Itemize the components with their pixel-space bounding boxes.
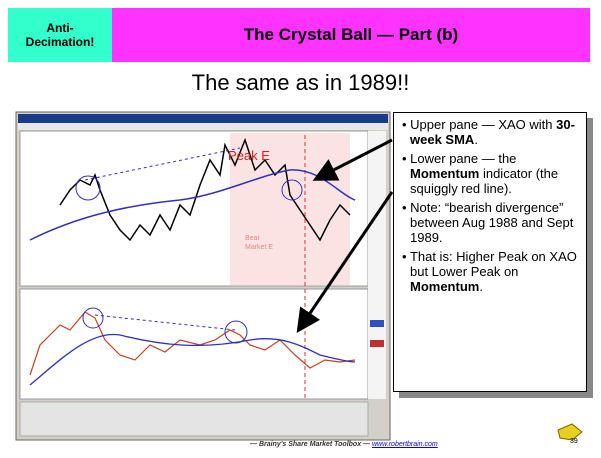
bear-label: Bear Market E (245, 235, 273, 251)
price-line (59, 137, 351, 242)
circle (75, 175, 101, 201)
footer: — Brainy's Share Market Toolbox — www.ro… (250, 441, 438, 448)
logo (557, 423, 583, 441)
bullet: • Upper pane — XAO with 30-week SMA. (402, 117, 575, 147)
bullet: • Note: “bearish divergence” between Aug… (402, 200, 574, 245)
bullet-text: Note: “bearish divergence” between Aug 1… (410, 200, 574, 245)
callout: • Upper pane — XAO with 30-week SMA. • Lo… (393, 112, 587, 392)
circle (82, 307, 104, 329)
bullet-text: Upper pane — XAO with (410, 117, 557, 132)
subtitle: The same as in 1989!! (191, 70, 410, 95)
bullet-text: Lower pane — the (410, 151, 517, 166)
bullet-text: That is: Higher Peak on XAO but Lower Pe… (409, 249, 577, 279)
footer-text: — Brainy's Share Market Toolbox — (250, 441, 371, 448)
bullet-text: Momentum (410, 166, 480, 181)
slide-title: The Crystal Ball — Part (b) (112, 8, 590, 62)
toolbar (18, 123, 388, 130)
circle (224, 320, 248, 344)
bullet-text: . (474, 132, 478, 147)
scale-tag (370, 340, 384, 347)
momentum-line (29, 311, 356, 376)
peak-label: Peak E (228, 148, 270, 163)
title-bar (18, 114, 388, 123)
momentum-average (29, 333, 356, 386)
page-number: 39 (570, 438, 578, 445)
bullet: • Lower pane — the Momentum indicator (t… (402, 151, 559, 196)
circle (281, 179, 303, 201)
bullet: • That is: Higher Peak on XAO but Lower … (402, 249, 577, 294)
footer-link[interactable]: www.robertbrain.com (372, 441, 438, 448)
tag: Anti- Decimation! (8, 8, 112, 62)
arrow (312, 138, 393, 181)
tabs (19, 401, 369, 437)
bullet-text: Momentum (410, 279, 480, 294)
bullet-text: indicator (the squiggly red line). (410, 166, 559, 196)
scale (368, 131, 386, 399)
shade (230, 133, 350, 285)
trend (84, 147, 241, 181)
bullet-text: 30-week SMA (410, 117, 575, 147)
arrow (296, 191, 394, 333)
bullet-text: . (479, 279, 483, 294)
scale-tag (370, 320, 384, 327)
